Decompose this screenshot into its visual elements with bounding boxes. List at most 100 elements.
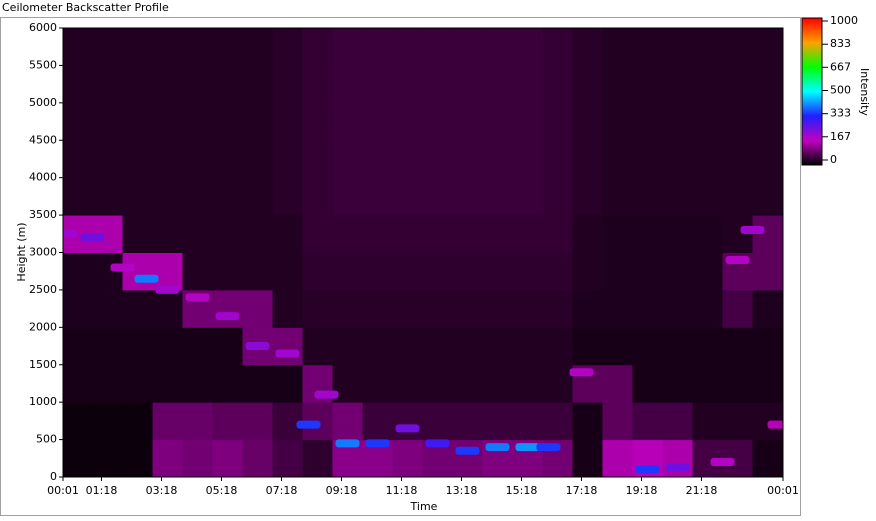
x-axis-label: Time (410, 500, 438, 513)
layer-cell (155, 285, 180, 294)
heatmap-cell (362, 215, 393, 253)
heatmap-cell (602, 140, 633, 179)
heatmap-cell (272, 65, 303, 104)
heatmap-cell (152, 289, 183, 328)
heatmap-cell (92, 28, 123, 66)
heatmap-cell (572, 252, 603, 291)
layer-cell (63, 229, 78, 238)
heatmap-cell (542, 364, 573, 403)
heatmap-cell (542, 402, 573, 441)
heatmap-cell (332, 177, 363, 216)
heatmap-cell (452, 402, 483, 441)
heatmap-cell (152, 402, 183, 441)
heatmap-cell (722, 289, 753, 328)
heatmap-cell (242, 252, 273, 291)
heatmap-cell (242, 177, 273, 216)
heatmap-cell (452, 65, 483, 104)
heatmap-cell (422, 252, 453, 291)
heatmap-cell (212, 439, 243, 477)
heatmap-cell (362, 102, 393, 141)
heatmap-cell (512, 140, 543, 179)
heatmap-cell (272, 327, 303, 366)
heatmap-cell (542, 140, 573, 179)
heatmap-cell (662, 289, 693, 328)
heatmap-cell (332, 28, 363, 66)
y-tick-label: 4000 (29, 171, 57, 184)
heatmap-cell (422, 364, 453, 403)
layer-cell (425, 439, 450, 448)
heatmap-cell (482, 289, 513, 328)
heatmap-cell (152, 252, 183, 291)
heatmap-cell (152, 140, 183, 179)
layer-cell (185, 293, 210, 302)
heatmap-cell (542, 102, 573, 141)
heatmap-cell (512, 252, 543, 291)
heatmap-cell (452, 289, 483, 328)
x-tick-label: 00:01 (47, 484, 79, 497)
heatmap-cell (182, 177, 213, 216)
heatmap-cell (212, 102, 243, 141)
heatmap-cell (242, 439, 273, 477)
heatmap-cell (722, 102, 753, 141)
heatmap-cell (362, 65, 393, 104)
heatmap-cell (242, 289, 273, 328)
colorbar (801, 17, 823, 166)
heatmap-cell (722, 364, 753, 403)
heatmap-cell (662, 364, 693, 403)
layer-cell (740, 226, 765, 235)
heatmap-cell (512, 102, 543, 141)
heatmap-cell (632, 28, 663, 66)
heatmap-cell (572, 102, 603, 141)
layer-cell (710, 458, 735, 467)
heatmap-cell (92, 327, 123, 366)
heatmap-cell (602, 402, 633, 441)
heatmap-cell (422, 327, 453, 366)
heatmap-cell (752, 439, 783, 477)
y-tick-label: 3500 (29, 208, 57, 221)
heatmap-cell (92, 402, 123, 441)
heatmap-cell (302, 65, 333, 104)
layer-cell (635, 465, 660, 474)
heatmap-cell (482, 102, 513, 141)
layer-cell (455, 446, 480, 455)
y-tick-label: 6000 (29, 21, 57, 34)
heatmap-cell (602, 28, 633, 66)
heatmap-cell (542, 252, 573, 291)
heatmap-cell (422, 140, 453, 179)
heatmap-cell (63, 439, 93, 477)
layer-cell (215, 312, 240, 321)
colorbar-tick-label: 333 (830, 107, 851, 120)
heatmap-cell (392, 177, 423, 216)
x-tick-label: 11:18 (386, 484, 418, 497)
heatmap-cell (63, 140, 93, 179)
y-tick-label: 1500 (29, 358, 57, 371)
heatmap-cell (152, 177, 183, 216)
colorbar-tick-label: 0 (830, 153, 837, 166)
heatmap-cell (632, 252, 663, 291)
heatmap-cell (392, 289, 423, 328)
heatmap-cell (272, 177, 303, 216)
heatmap-cell (662, 402, 693, 441)
layer-cell (275, 349, 300, 358)
heatmap-cell (182, 140, 213, 179)
colorbar-tick-label: 833 (830, 37, 851, 50)
heatmap-cell (392, 364, 423, 403)
y-tick-label: 5000 (29, 96, 57, 109)
heatmap-cell (92, 177, 123, 216)
heatmap-cell (122, 102, 153, 141)
heatmap-cell (422, 28, 453, 66)
heatmap-cell (152, 439, 183, 477)
heatmap-cell (332, 140, 363, 179)
heatmap-cell (182, 28, 213, 66)
heatmap-cell (752, 102, 783, 141)
heatmap-cell (212, 215, 243, 253)
heatmap-cell (302, 140, 333, 179)
heatmap-cell (272, 289, 303, 328)
heatmap-cell (332, 252, 363, 291)
colorbar-tick-label: 1000 (830, 14, 858, 27)
heatmap-cell (662, 439, 693, 477)
heatmap-cell (722, 402, 753, 441)
heatmap-cell (572, 65, 603, 104)
heatmap (63, 28, 783, 477)
heatmap-cell (692, 65, 723, 104)
